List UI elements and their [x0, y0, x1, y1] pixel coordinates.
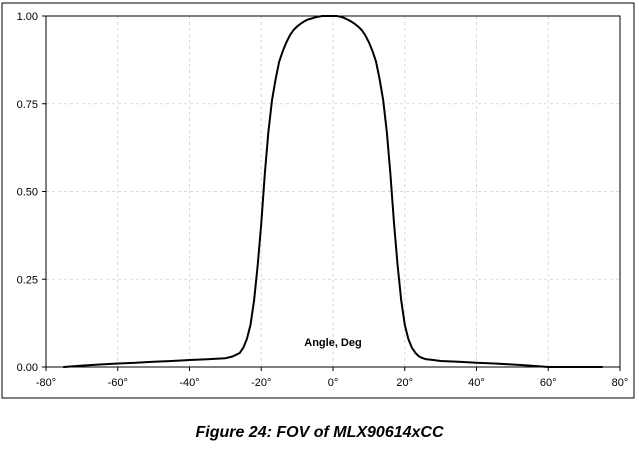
gridlines — [46, 16, 620, 367]
x-tick-label: 40° — [468, 377, 485, 389]
figure-caption: Figure 24: FOV of MLX90614xCC — [195, 424, 444, 441]
y-tick-label: 0.50 — [17, 187, 38, 199]
series-layer — [62, 15, 604, 368]
y-tick-label: 0.00 — [17, 362, 38, 374]
x-tick-label: -20° — [251, 377, 271, 389]
x-tick-label: 20° — [396, 377, 413, 389]
chart-frame — [1, 2, 635, 399]
x-tick-label: -40° — [179, 377, 199, 389]
y-tick-label: 0.75 — [17, 99, 38, 111]
x-tick-label: -60° — [108, 377, 128, 389]
y-tick-label: 0.25 — [17, 274, 38, 286]
x-tick-label: 0° — [328, 377, 339, 389]
x-tick-label: 60° — [540, 377, 557, 389]
x-tick-label: 80° — [612, 377, 629, 389]
chart-annotation: Angle, Deg — [304, 337, 361, 349]
x-tick-label: -80° — [36, 377, 56, 389]
series-line-0 — [62, 15, 604, 368]
axes: -80° -60° -40° -20° 0° 20° 40° 60° 80° 0.00 0.25 0.… — [17, 11, 629, 389]
y-tick-label: 1.00 — [17, 11, 38, 23]
